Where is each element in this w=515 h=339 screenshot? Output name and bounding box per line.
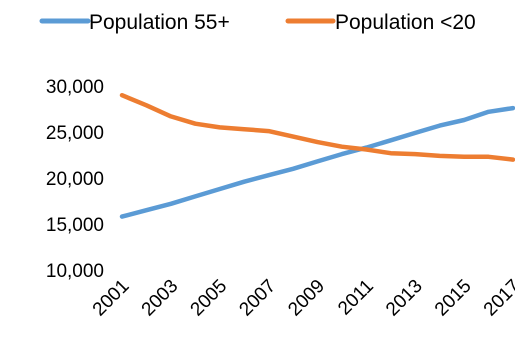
legend-label-population-under-20: Population <20	[335, 11, 476, 34]
x-tick-label: 2001	[89, 276, 134, 321]
x-axis: 2001 2003 2005 2007 2009 2011 2013 2015 2017	[89, 276, 515, 321]
x-tick-label: 2011	[334, 276, 378, 320]
y-tick-label: 30,000	[46, 77, 104, 98]
series-line-1	[119, 92, 515, 162]
y-tick-label: 20,000	[46, 169, 104, 190]
series-line-0	[119, 105, 515, 219]
y-tick-label: 10,000	[46, 261, 104, 282]
y-axis: 10,000 15,000 20,000 25,000 30,000	[46, 77, 104, 282]
legend: Population 55+ Population <20	[39, 11, 476, 34]
x-tick-label: 2013	[382, 276, 427, 321]
x-tick-label: 2003	[138, 276, 183, 321]
legend-label-population-55-plus: Population 55+	[89, 11, 230, 34]
x-tick-label: 2015	[431, 276, 476, 321]
x-tick-label: 2005	[187, 276, 232, 321]
y-tick-label: 25,000	[46, 123, 104, 144]
x-tick-label: 2007	[235, 276, 280, 321]
y-tick-label: 15,000	[46, 215, 104, 236]
x-tick-label: 2017	[480, 276, 515, 321]
x-tick-label: 2009	[284, 276, 329, 321]
plot-area	[119, 92, 515, 219]
